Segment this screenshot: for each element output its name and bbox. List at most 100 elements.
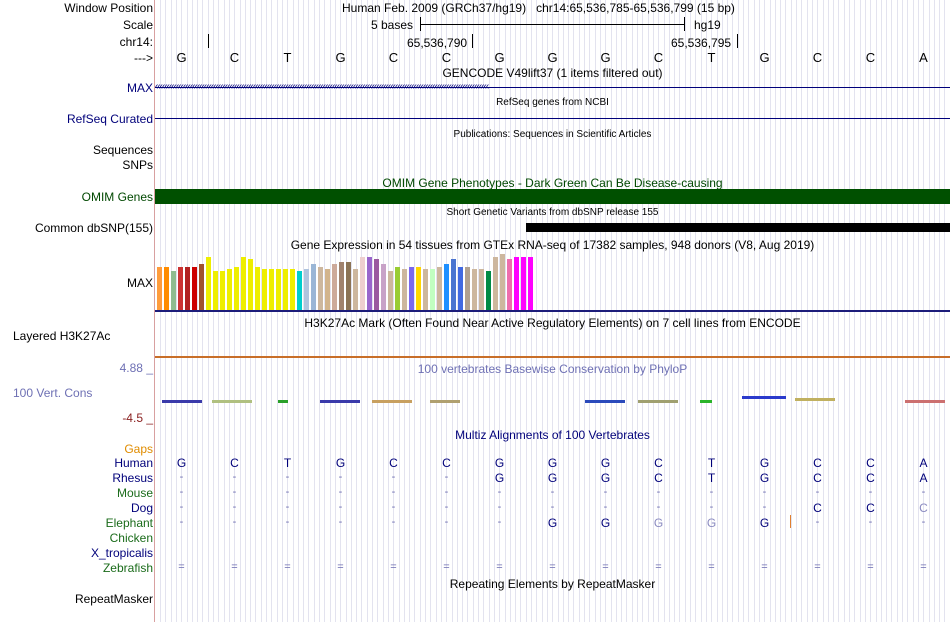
gtex-tissue-bar[interactable] — [290, 268, 295, 310]
omim-track-label[interactable]: OMIM Genes — [81, 190, 153, 204]
gtex-tissue-bar[interactable] — [332, 264, 337, 310]
gtex-tissue-bar[interactable] — [318, 266, 323, 310]
base-letter: G — [494, 50, 505, 65]
window-position-value[interactable]: Human Feb. 2009 (GRCh37/hg19) chr14:65,5… — [342, 1, 735, 15]
h3k27ac-track-label[interactable]: Layered H3K27Ac — [13, 329, 111, 343]
alignment-base: = — [231, 561, 238, 573]
alignment-base: - — [921, 486, 926, 498]
gtex-tissue-bar[interactable] — [500, 254, 505, 310]
gtex-bar-chart[interactable] — [157, 252, 537, 310]
gtex-tissue-bar[interactable] — [472, 268, 477, 310]
gtex-tissue-bar[interactable] — [339, 261, 344, 310]
repeatmasker-track-title[interactable]: Repeating Elements by RepeatMasker — [449, 577, 656, 591]
gtex-tissue-bar[interactable] — [185, 266, 190, 310]
dbsnp-variant-bar[interactable] — [526, 223, 950, 232]
refseq-track-title[interactable]: RefSeq genes from NCBI — [496, 97, 609, 108]
gtex-tissue-bar[interactable] — [486, 271, 491, 310]
gtex-tissue-bar[interactable] — [304, 268, 309, 310]
gencode-track-title[interactable]: GENCODE V49lift37 (1 items filtered out) — [442, 66, 663, 80]
gtex-tissue-bar[interactable] — [528, 256, 533, 310]
gtex-track-title[interactable]: Gene Expression in 54 tissues from GTEx … — [290, 238, 815, 252]
repeatmasker-track-label[interactable]: RepeatMasker — [74, 592, 153, 606]
gtex-tissue-bar[interactable] — [381, 264, 386, 310]
gtex-tissue-bar[interactable] — [521, 256, 526, 310]
chrom-position-tick — [208, 34, 209, 48]
gtex-tissue-bar[interactable] — [255, 266, 260, 310]
alignment-base: = — [443, 561, 450, 573]
refseq-transcript-line[interactable] — [155, 118, 950, 119]
publications-track-title[interactable]: Publications: Sequences in Scientific Ar… — [453, 129, 652, 140]
publications-snps-label[interactable]: SNPs — [122, 158, 153, 172]
dbsnp-track-label[interactable]: Common dbSNP(155) — [34, 221, 153, 235]
gtex-tissue-bar[interactable] — [241, 256, 246, 310]
gtex-tissue-bar[interactable] — [199, 264, 204, 310]
alignment-base: - — [656, 486, 661, 498]
publications-sequences-label[interactable]: Sequences — [92, 143, 153, 157]
refseq-track-label[interactable]: RefSeq Curated — [66, 112, 153, 126]
gtex-tissue-bar[interactable] — [514, 256, 519, 310]
alignment-base: C — [866, 471, 875, 485]
gtex-tissue-bar[interactable] — [409, 266, 414, 310]
gtex-tissue-bar[interactable] — [227, 268, 232, 310]
gtex-tissue-bar[interactable] — [178, 266, 183, 310]
gtex-tissue-bar[interactable] — [325, 268, 330, 310]
gtex-tissue-bar[interactable] — [437, 266, 442, 310]
gtex-tissue-bar[interactable] — [367, 256, 372, 310]
scale-bar — [420, 24, 684, 25]
species-label[interactable]: Elephant — [105, 516, 153, 530]
species-label[interactable]: Zebrafish — [102, 561, 153, 575]
base-letter: C — [229, 50, 240, 65]
gtex-tissue-bar[interactable] — [346, 261, 351, 310]
species-label[interactable]: Dog — [130, 501, 153, 515]
multiz-track-title[interactable]: Multiz Alignments of 100 Vertebrates — [455, 428, 650, 442]
gtex-tissue-bar[interactable] — [157, 266, 162, 310]
gencode-transcript-line[interactable] — [155, 87, 950, 88]
gtex-tissue-bar[interactable] — [171, 271, 176, 310]
gtex-tissue-bar[interactable] — [507, 258, 512, 310]
gencode-track-label[interactable]: MAX — [126, 81, 153, 95]
gtex-tissue-bar[interactable] — [213, 271, 218, 310]
gtex-tissue-bar[interactable] — [402, 268, 407, 310]
gtex-tissue-bar[interactable] — [479, 268, 484, 310]
phylop-track-title[interactable]: 100 vertebrates Basewise Conservation by… — [417, 362, 688, 376]
phylop-track-label[interactable]: 100 Vert. Cons — [13, 386, 93, 400]
species-label[interactable]: Chicken — [109, 531, 153, 545]
dbsnp-track-title[interactable]: Short Genetic Variants from dbSNP releas… — [446, 207, 659, 218]
gtex-tissue-bar[interactable] — [360, 256, 365, 310]
gtex-tissue-bar[interactable] — [430, 268, 435, 310]
gtex-tissue-bar[interactable] — [311, 264, 316, 310]
h3k27ac-track-title[interactable]: H3K27Ac Mark (Often Found Near Active Re… — [304, 316, 801, 330]
gtex-tissue-bar[interactable] — [297, 271, 302, 310]
gtex-tissue-bar[interactable] — [444, 264, 449, 310]
gtex-tissue-bar[interactable] — [353, 268, 358, 310]
gtex-tissue-bar[interactable] — [395, 266, 400, 310]
gtex-tissue-bar[interactable] — [262, 268, 267, 310]
gtex-tissue-bar[interactable] — [388, 271, 393, 310]
species-label[interactable]: Mouse — [116, 486, 153, 500]
gtex-tissue-bar[interactable] — [276, 268, 281, 310]
gtex-tissue-bar[interactable] — [283, 268, 288, 310]
gtex-tissue-bar[interactable] — [234, 266, 239, 310]
gtex-tissue-bar[interactable] — [465, 266, 470, 310]
species-label[interactable]: X_tropicalis — [90, 546, 153, 560]
gtex-track-label[interactable]: MAX — [126, 276, 153, 290]
omim-phenotype-bar[interactable] — [155, 189, 950, 204]
gtex-tissue-bar[interactable] — [458, 266, 463, 310]
gtex-tissue-bar[interactable] — [164, 266, 169, 310]
gtex-tissue-bar[interactable] — [192, 266, 197, 310]
gtex-tissue-bar[interactable] — [220, 271, 225, 310]
gtex-tissue-bar[interactable] — [374, 258, 379, 310]
alignment-base: - — [444, 471, 449, 483]
gtex-tissue-bar[interactable] — [416, 266, 421, 310]
gtex-tissue-bar[interactable] — [248, 258, 253, 310]
species-label[interactable]: Rhesus — [112, 471, 153, 485]
gtex-tissue-bar[interactable] — [269, 268, 274, 310]
gtex-tissue-bar[interactable] — [493, 256, 498, 310]
gtex-tissue-bar[interactable] — [451, 258, 456, 310]
alignment-base: - — [444, 486, 449, 498]
gtex-tissue-bar[interactable] — [206, 256, 211, 310]
species-label[interactable]: Human — [114, 456, 153, 470]
gtex-tissue-bar[interactable] — [423, 268, 428, 310]
omim-track-title[interactable]: OMIM Gene Phenotypes - Dark Green Can Be… — [382, 176, 723, 190]
alignment-base: G — [706, 516, 717, 530]
